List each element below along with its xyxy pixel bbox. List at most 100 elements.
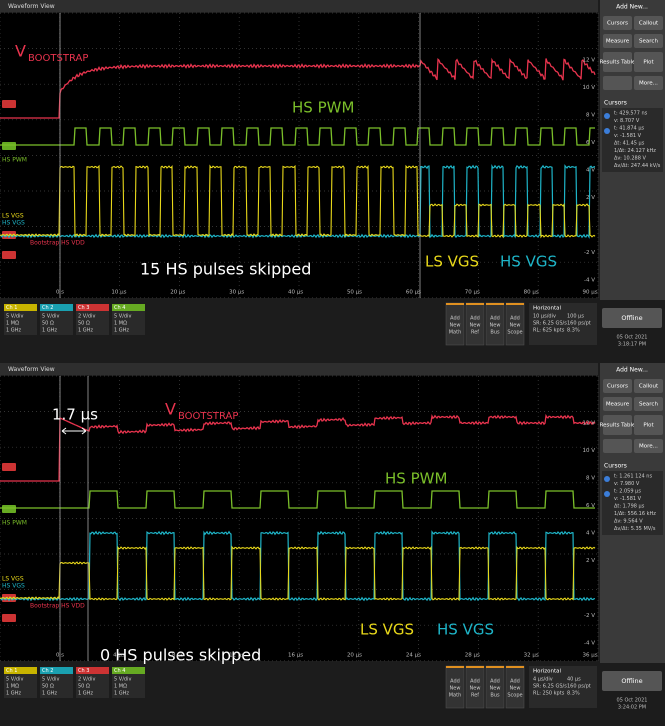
add-button-accent bbox=[506, 666, 524, 668]
sidebar-header: Add New... bbox=[616, 4, 648, 11]
add-button-label: New bbox=[490, 686, 501, 692]
add-button-accent bbox=[446, 303, 464, 305]
y-axis-label: 4 V bbox=[586, 531, 595, 537]
y-axis-label: -4 V bbox=[584, 278, 595, 284]
cursor-readout: 1/Δt: 24.127 kHz bbox=[614, 148, 656, 154]
horizontal-setting: 10 µs/div bbox=[533, 314, 556, 320]
channel-name: Ch 3 bbox=[78, 668, 89, 674]
sidebar-button-label: Callout bbox=[639, 384, 659, 390]
cursor-readout: v: 7.980 V bbox=[614, 481, 640, 487]
channel-setting: 50 Ω bbox=[42, 684, 54, 690]
sidebar-button-label: Measure bbox=[606, 39, 630, 45]
title-bar bbox=[0, 0, 598, 12]
x-axis-label: 30 µs bbox=[229, 290, 244, 296]
x-axis-label: 90 µs bbox=[583, 290, 598, 296]
add-button-label: Scope bbox=[507, 693, 522, 699]
sidebar-button-label: Plot bbox=[643, 60, 654, 66]
sidebar-button-label: Results Table bbox=[600, 60, 636, 66]
cursor-readout: v: -1.581 V bbox=[614, 133, 642, 139]
delta-label: 1.7 µs bbox=[52, 406, 98, 424]
channel-setting: 5 V/div bbox=[6, 677, 23, 683]
screenshots: Waveform ViewVBOOTSTRAPHS PWM15 HS pulse… bbox=[0, 0, 665, 726]
cursor-b-icon bbox=[604, 128, 610, 134]
horizontal-setting: 8.3% bbox=[567, 691, 580, 697]
channel-setting: 1 GHz bbox=[114, 328, 129, 334]
channel-setting: 2 V/div bbox=[78, 314, 95, 320]
add-button-label: Bus bbox=[490, 693, 500, 699]
add-button-label: Ref bbox=[471, 693, 479, 699]
pulses-label: 15 HS pulses skipped bbox=[140, 260, 311, 279]
horizontal-setting: RL: 250 kpts bbox=[533, 691, 565, 697]
hs-vgs-label: HS VGS bbox=[500, 253, 557, 271]
add-button-label: New bbox=[490, 323, 501, 329]
trace-label: HS PWM bbox=[2, 520, 27, 527]
channel-marker bbox=[2, 463, 16, 471]
channel-setting: 1 MΩ bbox=[6, 684, 19, 690]
add-button-label: Add bbox=[450, 316, 460, 322]
add-button-label: Scope bbox=[507, 330, 522, 336]
add-button-accent bbox=[506, 303, 524, 305]
x-axis-label: 20 µs bbox=[347, 653, 362, 659]
sidebar-button-label: Callout bbox=[639, 21, 659, 27]
vbootstrap-sub: BOOTSTRAP bbox=[28, 53, 88, 64]
channel-setting: 2 V/div bbox=[78, 677, 95, 683]
add-button-label: Math bbox=[449, 693, 462, 699]
channel-name: Ch 4 bbox=[114, 668, 125, 674]
icon-button[interactable] bbox=[603, 439, 632, 453]
add-button-label: Bus bbox=[490, 330, 500, 336]
add-button-label: New bbox=[470, 323, 481, 329]
sidebar-button-label: More... bbox=[639, 444, 658, 450]
y-axis-label: 4 V bbox=[586, 168, 595, 174]
timestamp: 3:18:17 PM bbox=[618, 342, 646, 348]
add-button-label: New bbox=[470, 686, 481, 692]
y-axis-label: -2 V bbox=[584, 250, 595, 256]
add-button-accent bbox=[466, 666, 484, 668]
title-bar bbox=[0, 363, 598, 375]
channel-setting: 1 GHz bbox=[78, 328, 93, 334]
cursor-readout: Δt: 1.798 µs bbox=[614, 504, 645, 510]
sidebar-button-label: Search bbox=[639, 402, 658, 408]
channel-setting: 1 MΩ bbox=[6, 321, 19, 327]
add-button-label: Add bbox=[490, 679, 500, 685]
y-axis-label: -4 V bbox=[584, 641, 595, 647]
cursors-header: Cursors bbox=[604, 100, 627, 107]
channel-name: Ch 2 bbox=[42, 305, 53, 311]
channel-setting: 5 V/div bbox=[6, 314, 23, 320]
y-axis-label: 2 V bbox=[586, 195, 595, 201]
channel-setting: 5 V/div bbox=[42, 677, 59, 683]
scope-screen: Waveform ViewVBOOTSTRAPHS PWM15 HS pulse… bbox=[0, 0, 665, 363]
view-title: Waveform View bbox=[8, 366, 55, 373]
add-button-accent bbox=[486, 666, 504, 668]
channel-setting: 1 GHz bbox=[6, 328, 21, 334]
add-button-label: New bbox=[510, 686, 521, 692]
cursor-readout: Δv/Δt: 247.44 kV/s bbox=[614, 163, 661, 169]
channel-setting: 50 Ω bbox=[78, 321, 90, 327]
horizontal-setting: 100 µs bbox=[567, 314, 584, 320]
x-axis-label: 40 µs bbox=[288, 290, 303, 296]
timestamp: 05 Oct 2021 bbox=[617, 698, 648, 704]
horizontal-setting: 160 ps/pt bbox=[567, 321, 591, 327]
y-axis-label: 10 V bbox=[582, 85, 595, 91]
channel-marker bbox=[2, 614, 16, 622]
status: Offline bbox=[621, 677, 642, 685]
channel-name: Ch 3 bbox=[78, 305, 89, 311]
horizontal-setting: 4 µs/div bbox=[533, 677, 553, 683]
channel-setting: 5 V/div bbox=[114, 677, 131, 683]
channel-marker bbox=[2, 251, 16, 259]
add-button-accent bbox=[486, 303, 504, 305]
cursor-readout: Δv: 10.288 V bbox=[614, 156, 646, 162]
y-axis-label: 6 V bbox=[586, 503, 595, 509]
add-button-label: Math bbox=[449, 330, 462, 336]
cursor-b-icon bbox=[604, 491, 610, 497]
hs-pwm-label: HS PWM bbox=[292, 99, 354, 117]
view-title: Waveform View bbox=[8, 3, 55, 10]
add-button-label: New bbox=[450, 323, 461, 329]
horizontal-header: Horizontal bbox=[533, 306, 562, 312]
y-axis-label: 10 V bbox=[582, 448, 595, 454]
channel-name: Ch 4 bbox=[114, 305, 125, 311]
x-axis-label: 16 µs bbox=[288, 653, 303, 659]
icon-button[interactable] bbox=[603, 76, 632, 90]
cursor-readout: t: 1.261 124 ns bbox=[614, 474, 652, 480]
horizontal-header: Horizontal bbox=[533, 669, 562, 675]
channel-name: Ch 1 bbox=[6, 305, 17, 311]
